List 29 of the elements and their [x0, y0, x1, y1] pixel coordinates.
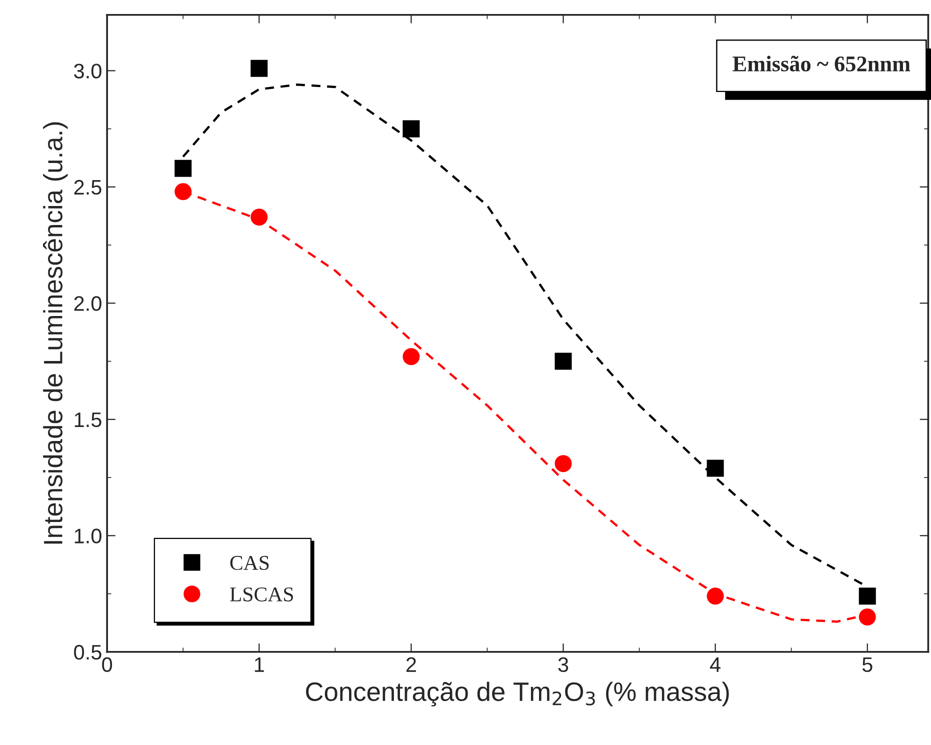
x-tick-label: 1 — [254, 658, 264, 672]
x-tick-label: 3 — [558, 657, 568, 672]
point — [250, 208, 268, 226]
point — [174, 160, 192, 177]
point — [858, 608, 876, 626]
legend-label: LSCAS — [230, 587, 293, 602]
x-axis-title: Concentração de Tm$_{2}$O$_{3}$ (% massa) — [306, 682, 729, 706]
point — [554, 352, 572, 370]
point — [858, 588, 876, 605]
x-tick-label: 4 — [710, 658, 720, 672]
y-tick-label: 1.5 — [74, 412, 102, 428]
point — [554, 455, 572, 472]
point — [402, 120, 420, 138]
x-tick-label: 0 — [102, 657, 112, 672]
point — [402, 348, 420, 366]
y-tick-label: 2.5 — [74, 180, 102, 195]
x-tick-label: 2 — [406, 657, 416, 672]
legend-label: CAS — [230, 556, 269, 570]
point — [706, 460, 724, 477]
x-tick-label: 5 — [862, 658, 872, 672]
point — [250, 60, 268, 77]
annotation: Emissão ~ 652nnm — [732, 56, 910, 72]
y-tick-label: 1.0 — [74, 528, 102, 544]
point — [174, 183, 192, 200]
y-tick-label: 3.0 — [74, 64, 102, 78]
y-axis-title: Intensidade de Luminescência (u.a.) — [43, 122, 68, 544]
y-tick-label: 0.5 — [74, 644, 102, 660]
point — [706, 588, 724, 605]
y-tick-label: 2.0 — [74, 296, 102, 311]
